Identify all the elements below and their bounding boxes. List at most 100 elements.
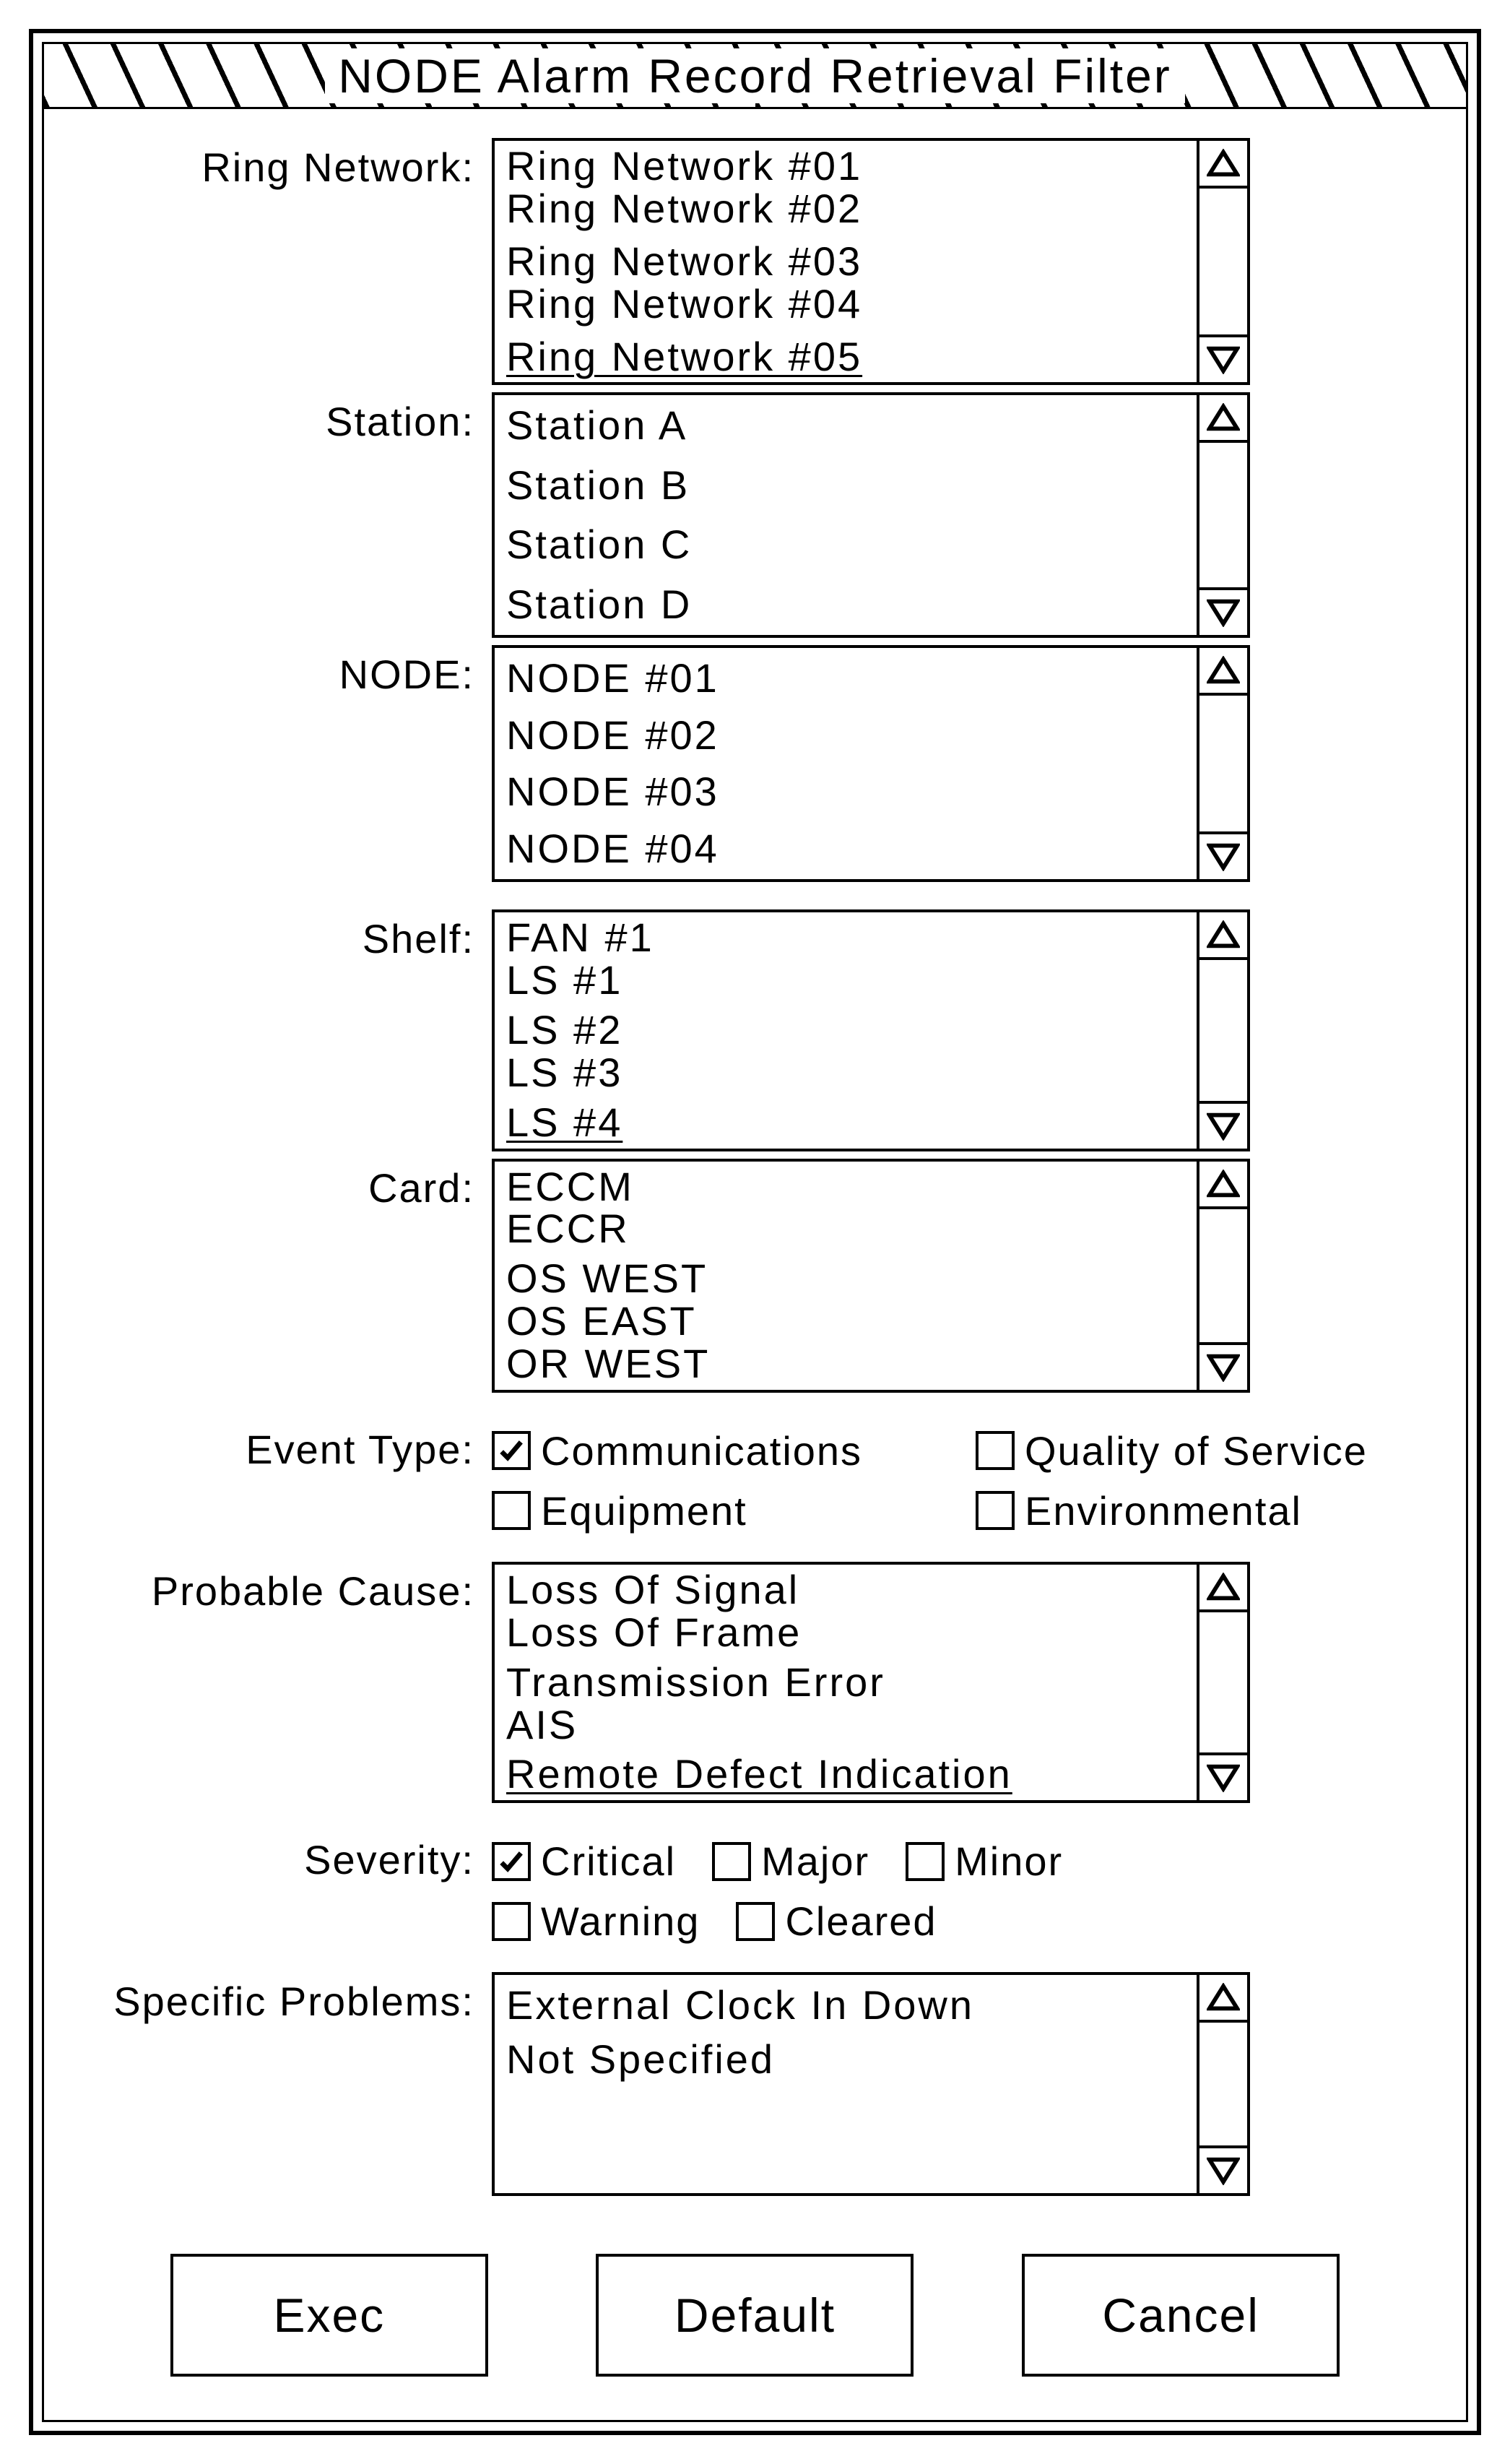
listbox-ring-network[interactable]: Ring Network #01 Ring Network #02 Ring N… — [492, 138, 1250, 385]
check-quality-of-service[interactable]: Quality of Service — [976, 1427, 1368, 1474]
checkbox-icon[interactable] — [492, 1491, 531, 1530]
list-item[interactable]: Station C — [506, 522, 1185, 568]
list-item[interactable]: AIS — [506, 1704, 1185, 1747]
scroll-up-button[interactable] — [1199, 395, 1247, 440]
exec-button[interactable]: Exec — [170, 2254, 488, 2377]
checkbox-icon[interactable] — [492, 1902, 531, 1941]
listbox-items-ring-network[interactable]: Ring Network #01 Ring Network #02 Ring N… — [495, 141, 1197, 382]
list-item[interactable]: Transmission Error — [506, 1661, 1185, 1704]
list-item[interactable]: LS #3 — [506, 1052, 1185, 1094]
list-item[interactable]: Ring Network #01 — [506, 145, 1185, 188]
list-item[interactable]: OR WEST — [506, 1343, 1185, 1386]
check-major[interactable]: Major — [712, 1838, 869, 1885]
scrollbar[interactable] — [1197, 1162, 1247, 1390]
list-item[interactable]: Ring Network #04 — [506, 283, 1185, 326]
list-item[interactable]: OS WEST — [506, 1258, 1185, 1300]
listbox-items-shelf[interactable]: FAN #1 LS #1 LS #2 LS #3 LS #4 — [495, 912, 1197, 1148]
check-label: Major — [761, 1838, 869, 1885]
scroll-track[interactable] — [1199, 2020, 1247, 2148]
scrollbar[interactable] — [1197, 141, 1247, 382]
listbox-specific-problems[interactable]: External Clock In Down Not Specified — [492, 1972, 1250, 2196]
list-item[interactable]: LS #2 — [506, 1009, 1185, 1052]
listbox-shelf[interactable]: FAN #1 LS #1 LS #2 LS #3 LS #4 — [492, 909, 1250, 1151]
scroll-down-button[interactable] — [1199, 2148, 1247, 2193]
scroll-down-button[interactable] — [1199, 337, 1247, 382]
checkbox-icon[interactable] — [976, 1491, 1015, 1530]
list-item[interactable]: Station D — [506, 582, 1185, 628]
label-card: Card: — [73, 1159, 492, 1211]
scroll-up-button[interactable] — [1199, 1565, 1247, 1609]
list-item[interactable]: LS #1 — [506, 959, 1185, 1002]
list-item[interactable]: OS EAST — [506, 1300, 1185, 1343]
scroll-down-button[interactable] — [1199, 590, 1247, 635]
scroll-track[interactable] — [1199, 1206, 1247, 1345]
list-item[interactable]: NODE #04 — [506, 826, 1185, 872]
list-item[interactable]: ECCM — [506, 1166, 1185, 1209]
list-item[interactable]: LS #4 — [506, 1102, 1185, 1144]
scroll-up-button[interactable] — [1199, 648, 1247, 693]
check-equipment[interactable]: Equipment — [492, 1487, 925, 1534]
scroll-track[interactable] — [1199, 1609, 1247, 1755]
listbox-items-specific-problems[interactable]: External Clock In Down Not Specified — [495, 1975, 1197, 2193]
scroll-up-button[interactable] — [1199, 141, 1247, 186]
list-item[interactable]: Remote Defect Indication — [506, 1753, 1185, 1796]
listbox-node[interactable]: NODE #01 NODE #02 NODE #03 NODE #04 — [492, 645, 1250, 882]
checkbox-icon[interactable] — [976, 1431, 1015, 1470]
checkbox-icon[interactable] — [712, 1842, 751, 1881]
scrollbar[interactable] — [1197, 648, 1247, 879]
scrollbar[interactable] — [1197, 1565, 1247, 1800]
scroll-track[interactable] — [1199, 957, 1247, 1103]
list-item[interactable]: ECCR — [506, 1208, 1185, 1250]
list-item[interactable]: Loss Of Signal — [506, 1569, 1185, 1612]
list-item[interactable]: Station B — [506, 462, 1185, 509]
listbox-items-station[interactable]: Station A Station B Station C Station D — [495, 395, 1197, 635]
scrollbar[interactable] — [1197, 1975, 1247, 2193]
scroll-up-button[interactable] — [1199, 912, 1247, 957]
check-cleared[interactable]: Cleared — [736, 1898, 937, 1945]
check-environmental[interactable]: Environmental — [976, 1487, 1302, 1534]
list-item[interactable]: NODE #03 — [506, 769, 1185, 815]
check-communications[interactable]: Communications — [492, 1427, 925, 1474]
list-item[interactable]: Station A — [506, 402, 1185, 449]
check-critical[interactable]: Critical — [492, 1838, 676, 1885]
list-item[interactable]: Not Specified — [506, 2036, 1185, 2083]
listbox-items-probable-cause[interactable]: Loss Of Signal Loss Of Frame Transmissio… — [495, 1565, 1197, 1800]
listbox-probable-cause[interactable]: Loss Of Signal Loss Of Frame Transmissio… — [492, 1562, 1250, 1803]
row-node: NODE: NODE #01 NODE #02 NODE #03 NODE #0… — [73, 645, 1437, 882]
listbox-items-node[interactable]: NODE #01 NODE #02 NODE #03 NODE #04 — [495, 648, 1197, 879]
scrollbar[interactable] — [1197, 395, 1247, 635]
scroll-up-button[interactable] — [1199, 1975, 1247, 2020]
scroll-track[interactable] — [1199, 186, 1247, 337]
list-item[interactable]: External Clock In Down — [506, 1982, 1185, 2028]
default-button[interactable]: Default — [596, 2254, 914, 2377]
check-label: Cleared — [785, 1898, 937, 1945]
cancel-button[interactable]: Cancel — [1022, 2254, 1340, 2377]
check-minor[interactable]: Minor — [906, 1838, 1063, 1885]
listbox-card[interactable]: ECCM ECCR OS WEST OS EAST OR WEST — [492, 1159, 1250, 1393]
scroll-down-button[interactable] — [1199, 1345, 1247, 1390]
checkbox-icon[interactable] — [492, 1842, 531, 1881]
scroll-track[interactable] — [1199, 440, 1247, 590]
list-item[interactable]: NODE #01 — [506, 655, 1185, 701]
checkbox-icon[interactable] — [906, 1842, 945, 1881]
check-warning[interactable]: Warning — [492, 1898, 700, 1945]
scrollbar[interactable] — [1197, 912, 1247, 1148]
list-item[interactable]: Ring Network #03 — [506, 241, 1185, 283]
list-item[interactable]: Loss Of Frame — [506, 1612, 1185, 1654]
checkbox-icon[interactable] — [492, 1431, 531, 1470]
scroll-down-button[interactable] — [1199, 1755, 1247, 1800]
scroll-down-button[interactable] — [1199, 1104, 1247, 1149]
row-specific-problems: Specific Problems: External Clock In Dow… — [73, 1972, 1437, 2196]
list-item[interactable]: NODE #02 — [506, 712, 1185, 758]
scroll-down-button[interactable] — [1199, 834, 1247, 879]
scroll-up-button[interactable] — [1199, 1162, 1247, 1206]
list-item[interactable]: FAN #1 — [506, 917, 1185, 959]
list-item[interactable]: Ring Network #05 — [506, 336, 1185, 379]
scroll-track[interactable] — [1199, 693, 1247, 834]
listbox-items-card[interactable]: ECCM ECCR OS WEST OS EAST OR WEST — [495, 1162, 1197, 1390]
list-item[interactable]: Ring Network #02 — [506, 188, 1185, 230]
listbox-station[interactable]: Station A Station B Station C Station D — [492, 392, 1250, 638]
row-station: Station: Station A Station B Station C S… — [73, 392, 1437, 638]
checkbox-icon[interactable] — [736, 1902, 775, 1941]
check-label: Warning — [541, 1898, 700, 1945]
